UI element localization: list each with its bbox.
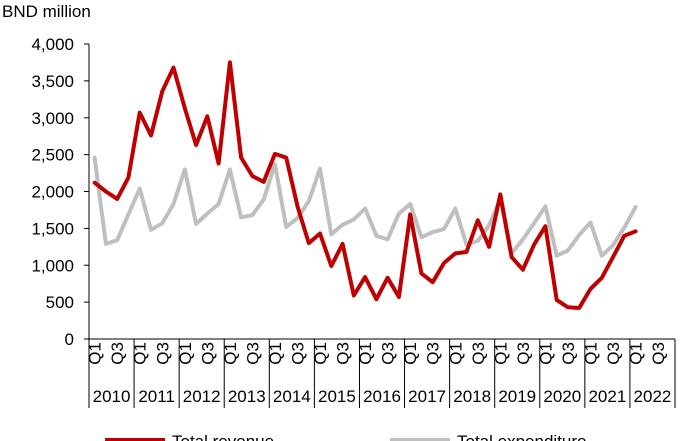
y-axis: 0 500 1,000 1,500 2,000 2,500 3,000 3,500 4,000 [31,35,90,349]
legend-item: Total revenue [105,432,274,441]
quarter-tick-label: Q1 [131,342,150,365]
y-tick-label: 0 [65,330,74,349]
quarter-tick-label: Q1 [491,342,510,365]
y-axis-label: BND million [2,2,91,21]
quarter-tick-label: Q3 [469,342,488,365]
year-label: 2019 [498,387,536,406]
quarter-tick-label: Q3 [243,342,262,365]
quarter-tick-label: Q3 [334,342,353,365]
quarter-tick-label: Q3 [288,342,307,365]
quarter-tick-label: Q1 [266,342,285,365]
legend-label: Total expenditure [457,432,586,441]
quarter-tick-label: Q3 [604,342,623,365]
year-label: 2011 [138,387,175,406]
year-label: 2022 [634,387,672,406]
year-label: 2021 [588,387,626,406]
y-tick-label: 3,500 [31,72,74,91]
quarter-tick-label: Q3 [198,342,217,365]
year-label: 2017 [408,387,446,406]
quarter-tick-label: Q1 [356,342,375,365]
series-line-total-expenditure [92,155,638,258]
year-label: 2018 [453,387,491,406]
series-line-total-revenue [92,60,638,310]
year-label: 2014 [273,387,311,406]
y-tick-label: 2,000 [31,183,74,202]
quarter-tick-label: Q3 [649,342,668,365]
quarter-tick-label: Q3 [108,342,127,365]
legend: Total revenue Total expenditure [105,432,586,441]
y-tick-label: 2,500 [31,146,74,165]
quarter-tick-label: Q3 [379,342,398,365]
year-label: 2012 [183,387,221,406]
x-axis: Q1 Q3 Q1 Q3 Q1 Q3 Q1 Q3 Q1 Q3 Q1 Q3 Q1 Q3 Q1 Q3 Q1 Q3 Q1 Q3… [86,338,676,408]
year-label: 2020 [543,387,581,406]
year-label: 2015 [318,387,356,406]
quarter-tick-label: Q3 [559,342,578,365]
quarter-tick-label: Q1 [581,342,600,365]
quarter-tick-label: Q1 [86,342,105,365]
y-tick-label: 1,000 [31,256,74,275]
quarter-tick-label: Q1 [536,342,555,365]
quarter-tick-label: Q1 [221,342,240,365]
year-label: 2013 [228,387,266,406]
legend-item: Total expenditure [390,432,586,441]
y-tick-label: 4,000 [31,35,74,54]
y-tick-label: 500 [46,293,74,312]
quarter-tick-label: Q1 [401,342,420,365]
y-tick-label: 1,500 [31,219,74,238]
quarter-tick-label: Q1 [627,342,646,365]
year-label: 2016 [363,387,401,406]
quarter-tick-label: Q1 [176,342,195,365]
y-tick-label: 3,000 [31,109,74,128]
year-label: 2010 [93,387,131,406]
legend-label: Total revenue [172,432,274,441]
quarter-tick-label: Q3 [514,342,533,365]
quarter-tick-label: Q1 [311,342,330,365]
quarter-tick-label: Q1 [446,342,465,365]
quarter-tick-label: Q3 [424,342,443,365]
quarter-tick-label: Q3 [153,342,172,365]
series-lines [92,60,638,310]
